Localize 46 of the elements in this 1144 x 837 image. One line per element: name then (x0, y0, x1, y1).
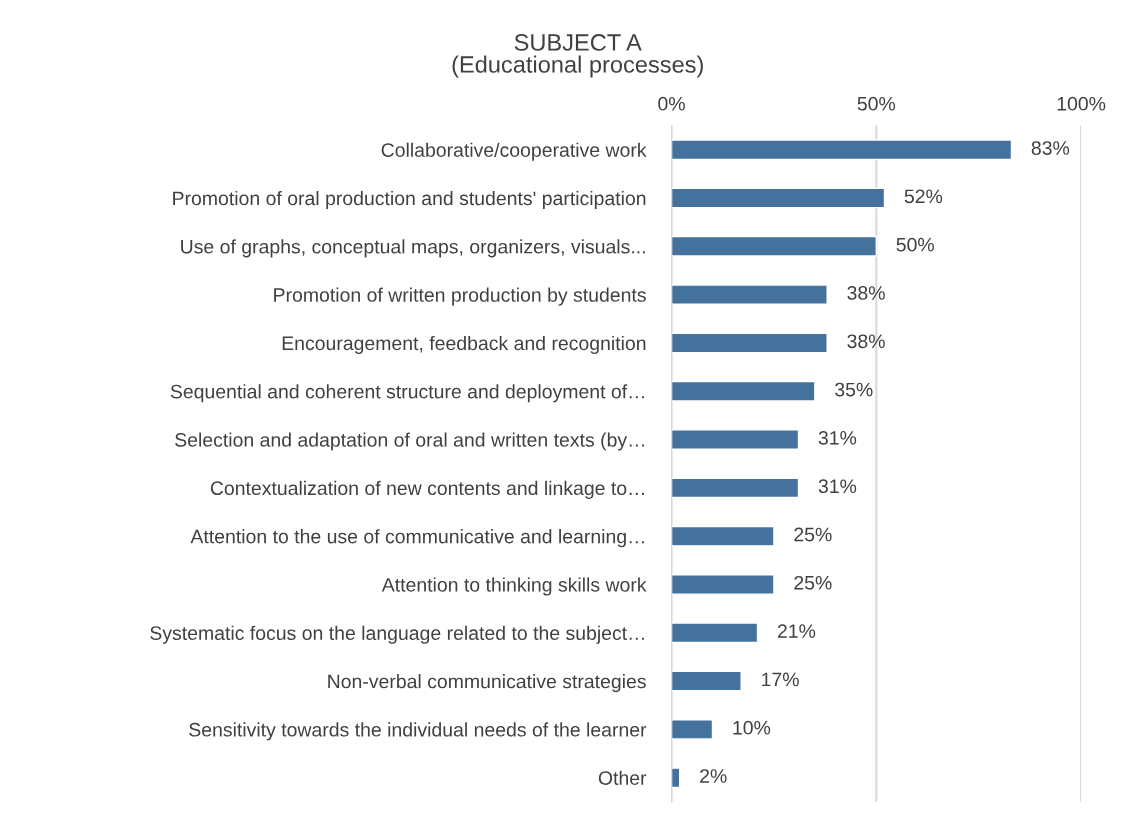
data-label: 31% (818, 431, 857, 445)
x-tick-label: 100% (1057, 96, 1106, 111)
y-tick-label: Use of graphs, conceptual maps, organizers, visuals... (181, 239, 645, 258)
bar (671, 235, 877, 257)
bar (671, 187, 886, 209)
y-tick-label: Promotion of oral production and students' participation (173, 190, 646, 210)
y-tick-label: Attention to thinking skills work (381, 577, 647, 596)
data-label: 31% (818, 479, 857, 494)
bar (671, 139, 1013, 161)
y-tick-label: Contextualization of new contents and linkage to… (210, 480, 644, 499)
bar (671, 284, 828, 305)
y-tick-label: Systematic focus on the language related to the subject… (150, 625, 644, 644)
bar (671, 380, 816, 402)
y-tick-label: Encouragement, feedback and recognition (282, 335, 646, 355)
x-tick-label: 50% (857, 96, 896, 111)
y-tick-label: Promotion of written production by students (274, 287, 646, 306)
bar (671, 525, 775, 547)
data-label: 21% (777, 624, 816, 638)
data-label: 25% (794, 575, 832, 590)
y-tick-label: Non-verbal communicative strategies (328, 674, 646, 693)
bar (671, 622, 759, 644)
y-tick-label: Selection and adaptation of oral and written texts (by… (175, 432, 644, 451)
bar (671, 719, 714, 740)
y-tick-label: Other (598, 770, 647, 785)
data-label: 83% (1031, 141, 1070, 155)
chart-title: SUBJECT A (Educational processes) (452, 34, 703, 78)
data-label: 17% (762, 672, 799, 687)
x-tick-label: 0% (658, 96, 685, 111)
data-label: 35% (835, 382, 873, 397)
bar (671, 332, 828, 354)
bar (671, 574, 775, 595)
data-label: 38% (847, 334, 885, 349)
data-label: 50% (896, 237, 934, 252)
y-tick-label: Collaborative/cooperative work (381, 142, 647, 161)
bar (671, 429, 800, 450)
y-tick-label: Sensitivity towards the individual needs of the learner (189, 722, 647, 741)
data-label: 2% (700, 769, 727, 783)
data-label: 25% (794, 527, 832, 542)
data-label: 38% (847, 286, 885, 300)
y-tick-label: Attention to the use of communicative and learning… (190, 529, 644, 548)
y-tick-label: Sequential and coherent structure and deployment of… (170, 384, 644, 403)
data-label: 10% (733, 720, 771, 735)
bar (671, 767, 681, 789)
data-label: 52% (904, 189, 943, 204)
bar (671, 477, 800, 499)
bar (671, 670, 742, 692)
